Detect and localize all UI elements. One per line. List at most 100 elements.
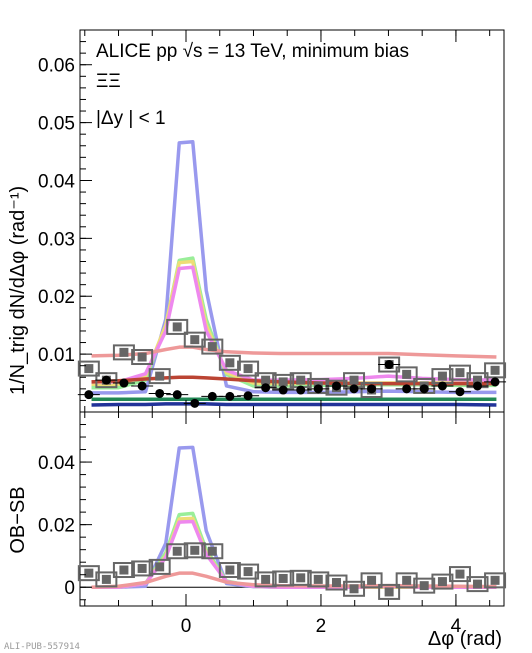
data-point-bottom-obsb	[137, 563, 147, 573]
data-point-bottom-obsb	[490, 575, 500, 585]
data-point-top-sb	[331, 381, 341, 391]
data-point-bottom-obsb	[437, 577, 447, 587]
data-point-bottom-obsb	[349, 584, 359, 594]
data-point-top-sb	[119, 378, 129, 388]
syst-box	[218, 354, 241, 371]
syst-box	[166, 543, 189, 560]
syst-box	[307, 571, 330, 588]
data-point-bottom-obsb	[225, 565, 235, 575]
data-points	[77, 318, 507, 600]
x-tick-label: 0	[181, 616, 192, 637]
data-point-bottom-obsb	[101, 574, 111, 584]
data-point-bottom-obsb	[296, 573, 306, 583]
data-point-top-sb	[419, 384, 429, 394]
data-point-top-ob	[243, 364, 253, 374]
data-point-top-ob	[190, 335, 200, 345]
syst-box	[218, 562, 241, 579]
data-point-top-sb	[367, 384, 377, 394]
data-point-top-ob	[172, 322, 182, 332]
syst-box	[131, 349, 154, 366]
annotation-particle-pair: ΞΞ	[96, 71, 121, 92]
data-point-bottom-obsb	[384, 587, 394, 597]
data-point-bottom-obsb	[331, 578, 341, 588]
syst-box	[466, 576, 489, 593]
data-point-top-sb	[349, 384, 359, 394]
syst-box	[95, 571, 118, 588]
data-point-top-sb	[207, 391, 217, 401]
syst-box	[395, 572, 418, 589]
bottom-y-axis-label: OB−SB	[7, 486, 29, 553]
data-point-top-sb	[296, 385, 306, 395]
data-point-top-sb	[402, 384, 412, 394]
data-point-top-ob	[84, 364, 94, 374]
syst-box	[112, 562, 135, 579]
data-point-top-ob	[137, 352, 147, 362]
x-tick-label: 4	[451, 616, 462, 637]
syst-box	[289, 569, 312, 586]
data-point-top-sb	[261, 383, 271, 393]
syst-box	[183, 542, 206, 559]
data-point-top-ob	[473, 375, 483, 385]
data-point-top-sb	[101, 375, 111, 385]
data-point-top-ob	[296, 375, 306, 385]
data-point-bottom-obsb	[155, 562, 165, 572]
y-tick-label: 0.06	[38, 56, 75, 77]
y-tick-label: 0.01	[38, 345, 75, 366]
data-point-top-sb	[473, 381, 483, 391]
y-tick-label: 0.03	[38, 229, 75, 250]
y-tick-label: 0.02	[38, 287, 75, 308]
y-tick-label: 0.02	[38, 516, 75, 537]
data-point-bottom-obsb	[261, 574, 271, 584]
syst-box	[131, 560, 154, 577]
syst-box	[360, 572, 383, 589]
data-point-top-ob	[261, 375, 271, 385]
data-point-top-sb	[437, 381, 447, 391]
syst-box	[413, 577, 436, 594]
data-point-bottom-obsb	[207, 546, 217, 556]
syst-box	[201, 338, 224, 355]
y-tick-label: 0	[64, 578, 75, 599]
figure-credit: ALI-PUB-557914	[4, 642, 80, 652]
data-point-top-sb	[137, 381, 147, 391]
data-point-top-sb	[190, 398, 200, 408]
syst-box	[148, 368, 171, 385]
data-point-bottom-obsb	[84, 568, 94, 578]
syst-box	[378, 583, 401, 600]
data-point-bottom-obsb	[243, 567, 253, 577]
syst-box	[237, 360, 260, 377]
x-tick-label: 2	[316, 616, 327, 637]
y-tick-label: 0.04	[38, 453, 75, 474]
syst-box	[77, 360, 100, 377]
data-point-top-ob	[349, 375, 359, 385]
axis-ticks: 0.01 0.02 0.03 0.04 0.05 0.06 0 0.02 0.04 0 2 4	[38, 30, 491, 637]
data-point-bottom-obsb	[313, 574, 323, 584]
data-point-top-sb	[278, 385, 288, 395]
syst-box	[148, 558, 171, 575]
syst-box	[166, 318, 189, 335]
data-point-bottom-obsb	[278, 573, 288, 583]
syst-box	[272, 570, 295, 587]
annotation-rapidity-cut: |Δy | < 1	[96, 108, 166, 129]
data-point-bottom-obsb	[419, 581, 429, 591]
data-point-bottom-obsb	[455, 569, 465, 579]
y-tick-label: 0.04	[38, 171, 75, 192]
syst-box	[484, 362, 507, 379]
panel-frame-bottom	[79, 411, 505, 607]
data-point-bottom-obsb	[402, 575, 412, 585]
data-point-top-ob	[437, 371, 447, 381]
data-point-top-sb	[243, 391, 253, 401]
data-point-top-ob	[490, 365, 500, 375]
data-point-bottom-obsb	[473, 579, 483, 589]
data-point-top-sb	[384, 360, 394, 370]
data-point-top-sb	[84, 390, 94, 400]
syst-box	[254, 571, 277, 588]
y-tick-label: 0.05	[38, 114, 75, 135]
data-point-top-ob	[455, 368, 465, 378]
data-point-bottom-obsb	[367, 575, 377, 585]
x-axis-label: Δφ (rad)	[428, 628, 502, 650]
data-point-bottom-obsb	[190, 545, 200, 555]
annotation-collision-system: ALICE pp √s = 13 TeV, minimum bias	[96, 41, 409, 62]
data-point-top-sb	[172, 390, 182, 400]
model-curve-top-7	[91, 402, 497, 407]
